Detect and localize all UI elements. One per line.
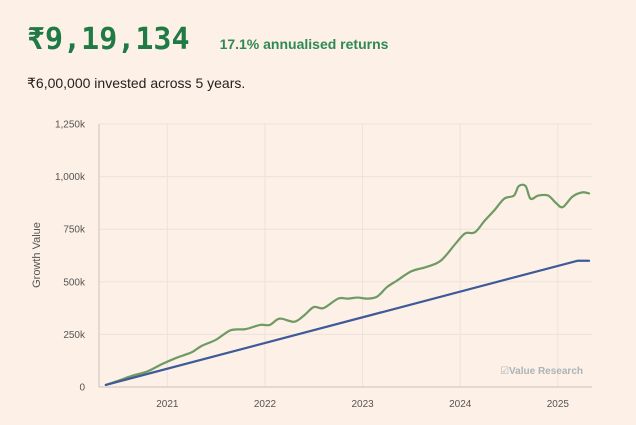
headline: ₹9,19,134 17.1% annualised returns: [27, 22, 388, 57]
y-tick-label: 750k: [63, 225, 86, 236]
x-tick-label: 2025: [547, 399, 570, 410]
y-tick-label: 250k: [63, 330, 86, 341]
y-tick-label: 1,000k: [55, 172, 86, 183]
y-axis-ticks: 0 250k 500k 750k 1,000k 1,250k: [55, 120, 86, 394]
x-tick-label: 2023: [351, 399, 374, 410]
value-research-watermark: ☑Value Research: [500, 366, 583, 377]
chart-grid: [99, 123, 592, 388]
portfolio-series-line: [104, 183, 591, 386]
y-tick-label: 0: [79, 383, 85, 394]
invested-summary: ₹6,00,000 invested across 5 years.: [27, 75, 246, 91]
x-axis-ticks: 2021 2022 2023 2024 2025: [156, 399, 569, 410]
y-axis-label: Growth Value: [31, 222, 43, 288]
invested-series-line: [104, 259, 591, 386]
x-tick-label: 2022: [254, 399, 277, 410]
x-tick-label: 2024: [449, 399, 472, 410]
chart-axes: [98, 124, 592, 388]
portfolio-value: ₹9,19,134: [27, 22, 190, 57]
x-tick-label: 2021: [156, 399, 179, 410]
annualised-returns: 17.1% annualised returns: [219, 36, 389, 52]
chart-series: [104, 183, 591, 386]
y-tick-label: 1,250k: [55, 120, 86, 131]
y-tick-label: 500k: [63, 277, 86, 288]
